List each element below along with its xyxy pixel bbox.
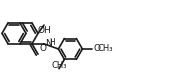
Text: CH₃: CH₃	[51, 61, 67, 70]
Text: O: O	[39, 44, 46, 53]
Text: OH: OH	[37, 26, 51, 35]
Text: O: O	[93, 44, 100, 54]
Text: CH₃: CH₃	[98, 44, 113, 54]
Text: N: N	[45, 39, 52, 48]
Text: H: H	[50, 38, 55, 47]
